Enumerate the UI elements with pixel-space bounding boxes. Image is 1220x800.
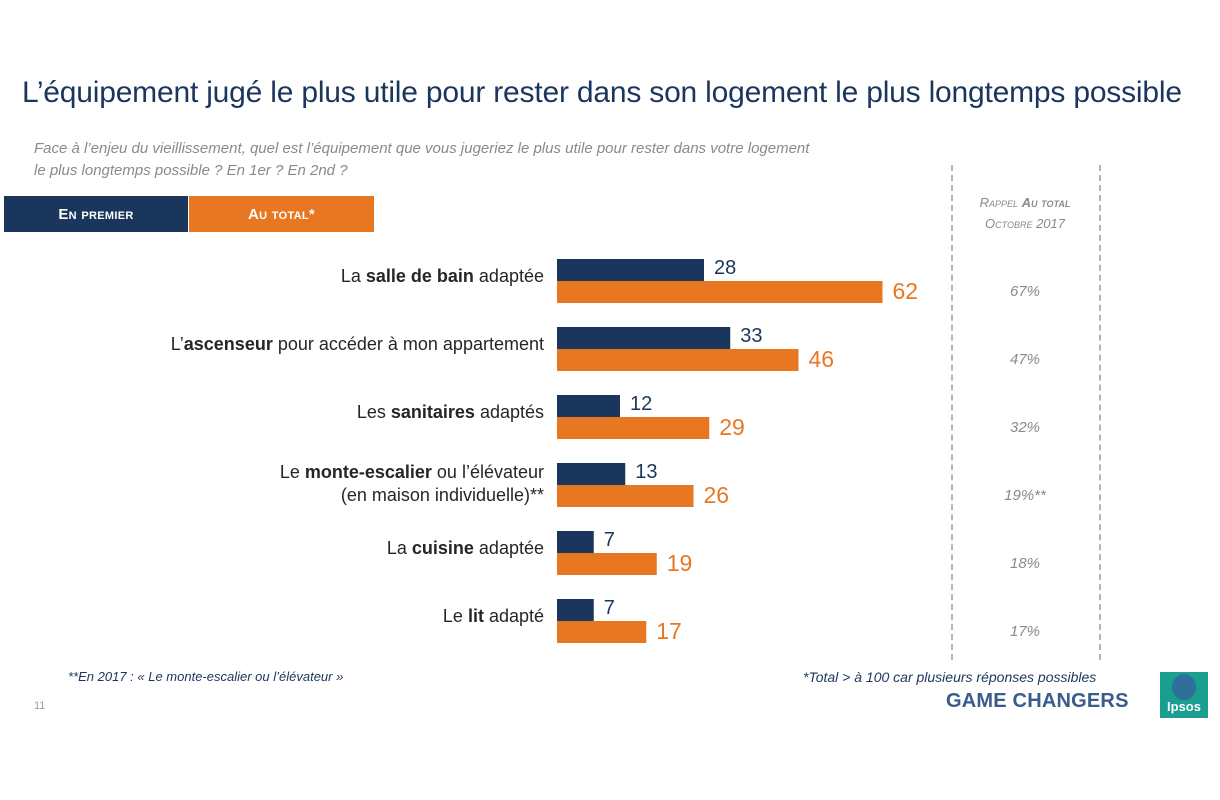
value-label-au-total-3: 29	[719, 414, 745, 440]
ipsos-logo: Ipsos	[1160, 672, 1208, 718]
brand-tagline: GAME CHANGERS	[946, 690, 1129, 712]
footnote-total: *Total > à 100 car plusieurs réponses po…	[803, 669, 1097, 685]
rappel-value-1: 67%	[1009, 283, 1041, 300]
ipsos-logo-mark	[1172, 674, 1196, 700]
page-number: 11	[34, 700, 46, 712]
rappel-header: Rappel Au total Octobre 2017	[955, 192, 1095, 234]
legend-au-total: Au total*	[189, 196, 374, 232]
bar-en-premier-2	[557, 327, 731, 349]
value-label-en-premier-3: 12	[630, 393, 652, 415]
value-label-au-total-5: 19	[667, 550, 693, 576]
category-label-1: La salle de bain adaptée	[340, 266, 544, 286]
rappel-left-divider	[951, 165, 953, 660]
bar-au-total-3	[557, 417, 710, 439]
legend-en-premier: En premier	[4, 196, 188, 232]
survey-question: Face à l’enjeu du vieillissement, quel e…	[34, 138, 934, 182]
bar-au-total-5	[557, 553, 657, 575]
bar-en-premier-3	[557, 395, 620, 417]
category-label-6: Le lit adapté	[442, 606, 544, 626]
bar-en-premier-6	[557, 599, 594, 621]
rappel-value-2: 47%	[1009, 351, 1041, 368]
bar-en-premier-5	[557, 531, 594, 553]
value-label-en-premier-6: 7	[604, 597, 615, 619]
rappel-value-3: 32%	[1009, 419, 1041, 436]
bar-au-total-1	[557, 281, 883, 303]
category-label-4: Le monte-escalier ou l’élévateur (en mais…	[279, 462, 544, 505]
value-label-au-total-6: 17	[656, 618, 682, 644]
category-label-5: La cuisine adaptée	[386, 538, 544, 558]
value-label-au-total-2: 46	[809, 346, 835, 372]
bar-en-premier-4	[557, 463, 626, 485]
ipsos-logo-text: Ipsos	[1167, 699, 1201, 714]
rappel-value-5: 18%	[1009, 555, 1041, 572]
bar-au-total-4	[557, 485, 694, 507]
rappel-date: Octobre 2017	[985, 216, 1065, 231]
value-label-en-premier-5: 7	[604, 529, 615, 551]
value-label-en-premier-4: 13	[635, 461, 657, 483]
bar-en-premier-1	[557, 259, 704, 281]
value-label-en-premier-1: 28	[714, 257, 736, 279]
footnote-2017: **En 2017 : « Le monte-escalier ou l’élé…	[68, 669, 344, 684]
page-title: L’équipement jugé le plus utile pour res…	[22, 76, 1182, 109]
rappel-au-total-label: Au total	[1021, 195, 1071, 210]
question-line-1: Face à l’enjeu du vieillissement, quel e…	[34, 140, 810, 157]
value-label-au-total-4: 26	[704, 482, 730, 508]
value-label-au-total-1: 62	[893, 278, 919, 304]
rappel-value-6: 17%	[1009, 623, 1041, 640]
category-label-2: L’ascenseur pour accéder à mon apparteme…	[170, 334, 544, 354]
rappel-label: Rappel	[979, 195, 1022, 210]
question-line-2: le plus longtemps possible ? En 1er ? En…	[34, 162, 348, 179]
rappel-right-divider	[1099, 165, 1101, 660]
bar-au-total-6	[557, 621, 647, 643]
bar-au-total-2	[557, 349, 799, 371]
value-label-en-premier-2: 33	[740, 325, 762, 347]
rappel-value-4: 19%**	[1004, 487, 1046, 504]
category-label-3: Les sanitaires adaptés	[356, 402, 544, 422]
